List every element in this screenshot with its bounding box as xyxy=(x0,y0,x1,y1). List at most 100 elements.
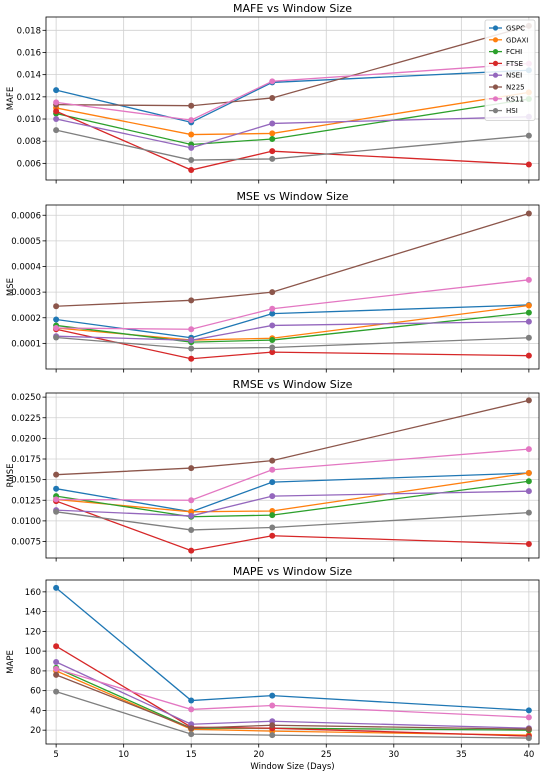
series-line xyxy=(56,311,529,343)
legend-label: GDAXI xyxy=(506,36,528,44)
data-point xyxy=(53,116,60,123)
data-point xyxy=(525,276,532,283)
data-point xyxy=(188,465,195,472)
series-line xyxy=(55,668,529,718)
series-line xyxy=(55,645,529,737)
legend-swatch-marker xyxy=(492,96,499,102)
series-nsei xyxy=(53,318,532,344)
data-point xyxy=(269,94,276,101)
data-point xyxy=(188,102,195,109)
series-line xyxy=(55,110,529,171)
data-point xyxy=(53,325,60,331)
data-point xyxy=(525,446,532,453)
data-point xyxy=(53,87,60,94)
y-tick-label: 40 xyxy=(30,706,41,716)
data-point xyxy=(188,706,195,713)
data-point xyxy=(269,322,276,329)
plot-frame xyxy=(45,16,540,181)
data-point xyxy=(53,671,60,678)
data-point xyxy=(525,478,532,485)
legend-swatch-marker xyxy=(492,37,499,43)
series-line xyxy=(56,62,529,121)
data-point xyxy=(525,726,532,733)
data-point xyxy=(53,99,60,106)
series-hsi xyxy=(53,127,532,164)
data-point xyxy=(188,512,195,519)
legend-label: FTSE xyxy=(506,60,523,68)
data-point xyxy=(269,310,276,317)
series-n225 xyxy=(53,671,532,733)
data-point xyxy=(188,345,195,352)
data-point xyxy=(269,479,276,486)
data-point xyxy=(525,470,532,477)
y-tick-label: 0.0075 xyxy=(11,538,41,548)
chart-panel-3: RMSE vs Window Size 0.0075 0.0100 0.0125 0.0… xyxy=(6,378,540,562)
series-n225 xyxy=(53,210,532,310)
chart-title: MAPE vs Window Size xyxy=(233,565,353,578)
series-line xyxy=(55,116,529,149)
data-point xyxy=(188,117,195,124)
data-point xyxy=(525,707,532,714)
data-point xyxy=(269,344,276,351)
y-tick-label: 0.0250 xyxy=(11,393,41,403)
chart-panel-4: MAPE vs Window Size 5 10 15 20 25 30 35 40 20 40 60… xyxy=(6,565,540,771)
data-point xyxy=(525,488,532,495)
x-tick-label: 15 xyxy=(186,750,197,760)
plot-frame xyxy=(45,204,540,370)
data-point xyxy=(188,497,195,504)
data-point xyxy=(269,692,276,699)
data-point xyxy=(525,509,532,516)
data-point xyxy=(53,659,60,665)
legend-box xyxy=(484,19,536,121)
y-tick-label: 0.0006 xyxy=(11,211,41,221)
data-point xyxy=(269,148,276,155)
series-ftse xyxy=(53,326,532,362)
x-axis-label: Window Size (Days) xyxy=(250,762,334,771)
y-tick-label: 0.016 xyxy=(17,48,41,58)
chart-panel-1: MAFE vs Window Size 0.006 0.008 0.010 0.012 0… xyxy=(6,2,540,184)
y-tick-label: 0.0100 xyxy=(11,517,41,527)
series-n225 xyxy=(53,397,532,478)
data-point xyxy=(269,524,276,531)
data-point xyxy=(269,120,276,127)
x-tick-label: 20 xyxy=(253,750,264,760)
x-tick-label: 25 xyxy=(321,750,332,760)
y-tick-label: 80 xyxy=(30,667,41,677)
data-point xyxy=(269,130,276,137)
series-line xyxy=(55,661,529,729)
data-point xyxy=(269,78,276,85)
data-point xyxy=(53,471,60,478)
series-line xyxy=(56,490,529,517)
y-tick-label: 0.0125 xyxy=(11,496,41,506)
plot-frame xyxy=(45,579,540,745)
series-ks11 xyxy=(53,446,532,504)
data-point xyxy=(53,334,60,341)
series-line xyxy=(56,472,529,513)
data-point xyxy=(269,732,276,739)
data-point xyxy=(269,532,276,539)
data-point xyxy=(188,144,195,151)
data-point xyxy=(53,508,60,515)
y-tick-label: 0.0150 xyxy=(11,476,41,486)
data-point xyxy=(53,688,60,695)
legend-swatch-marker xyxy=(492,108,499,114)
series-line xyxy=(55,500,529,552)
legend-swatch-marker xyxy=(492,25,499,31)
data-point xyxy=(188,697,195,704)
data-point xyxy=(269,289,276,296)
legend-swatch-marker xyxy=(492,84,499,90)
data-point xyxy=(269,493,276,500)
series-line xyxy=(55,587,529,712)
y-tick-label: 0.0225 xyxy=(11,414,41,424)
y-axis-label: RMSE xyxy=(6,463,16,487)
data-point xyxy=(188,731,195,738)
data-point xyxy=(269,722,276,729)
data-point xyxy=(188,297,195,304)
data-point xyxy=(269,135,276,142)
y-tick-label: 0.0005 xyxy=(11,237,41,247)
series-nsei xyxy=(53,488,532,519)
series-hsi xyxy=(53,508,532,533)
data-point xyxy=(53,303,60,310)
y-tick-label: 100 xyxy=(25,647,41,657)
